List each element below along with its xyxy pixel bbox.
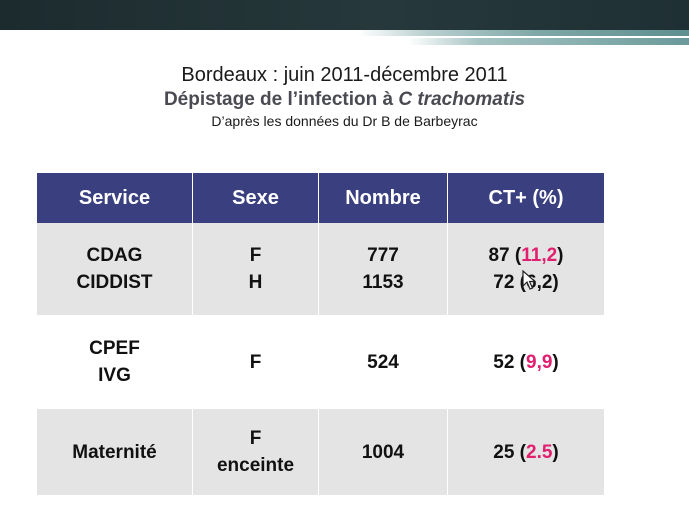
header-service: Service	[37, 173, 193, 223]
service-label: CIDDIST	[76, 272, 153, 293]
ct-paren: (	[509, 245, 522, 266]
sexe-value: H	[248, 272, 263, 293]
ct-paren: (	[514, 441, 526, 463]
cell-ct: 52 (9,9)	[447, 317, 604, 407]
ct-paren: (	[514, 351, 526, 373]
service-label: CPEF	[89, 338, 140, 359]
sexe-value: F	[249, 428, 262, 449]
header-nombre: Nombre	[318, 173, 448, 223]
mouse-pointer-icon	[522, 270, 536, 290]
ct-count: 52	[493, 351, 515, 373]
header-ct: CT+ (%)	[447, 173, 604, 223]
header-sexe: Sexe	[192, 173, 319, 223]
sexe-value: F	[249, 245, 262, 266]
cell-ct: 87 (11,2) 72 (6,2)	[447, 223, 604, 315]
sexe-value: F	[249, 351, 262, 373]
sexe-value: enceinte	[216, 455, 295, 476]
ct-value: 87 (11,2)	[448, 242, 604, 269]
nombre-value: 1004	[361, 441, 405, 463]
subtitle-organism: C trachomatis	[398, 89, 526, 110]
service-label: IVG	[98, 365, 131, 386]
cell-ct: 25 (2.5)	[447, 409, 604, 495]
table-row: CDAG CIDDIST F H 777 1153 87 (11,2) 72 (…	[37, 223, 604, 315]
cell-sexe: F H	[192, 223, 319, 315]
ct-value: 52 (9,9)	[448, 349, 604, 376]
nombre-value: 524	[367, 351, 399, 373]
cell-sexe: F	[192, 317, 319, 407]
table-row: Maternité F enceinte 1004 25 (2.5)	[37, 409, 604, 495]
ct-paren: )	[552, 441, 559, 463]
ct-count: 72	[493, 272, 515, 293]
cell-sexe: F enceinte	[192, 409, 319, 495]
subtitle-text: Dépistage de l’infection à	[163, 89, 399, 110]
ct-percent: 11,2	[521, 245, 558, 266]
cell-service: CDAG CIDDIST	[37, 223, 193, 315]
slide-title: Bordeaux : juin 2011-décembre 2011	[181, 64, 508, 86]
ct-count: 25	[493, 441, 515, 463]
top-band	[0, 0, 689, 30]
ct-paren: )	[552, 272, 559, 293]
cell-service: CPEF IVG	[37, 317, 193, 407]
table-row: CPEF IVG F 524 52 (9,9)	[37, 317, 604, 407]
decorative-stripe	[0, 30, 689, 36]
decorative-stripe-accent	[408, 38, 689, 45]
ct-percent: 2.5	[526, 441, 553, 463]
service-label: CDAG	[86, 245, 143, 266]
slide-subtitle: Dépistage de l’infection à C trachomatis	[0, 88, 689, 112]
ct-count: 87	[488, 245, 510, 266]
slide-titles: Bordeaux : juin 2011-décembre 2011 Dépis…	[0, 62, 689, 130]
ct-value: 25 (2.5)	[448, 439, 604, 466]
ct-paren: )	[552, 351, 559, 373]
ct-paren: )	[557, 245, 564, 266]
nombre-value: 1153	[362, 272, 404, 293]
service-label: Maternité	[72, 441, 157, 463]
table-header-row: Service Sexe Nombre CT+ (%)	[37, 173, 604, 223]
row-gap	[37, 407, 604, 409]
cell-service: Maternité	[37, 409, 193, 495]
nombre-value: 777	[367, 245, 399, 266]
cell-nombre: 524	[318, 317, 448, 407]
slide-source: D’après les données du Dr B de Barbeyrac	[211, 113, 478, 129]
cell-nombre: 1004	[318, 409, 448, 495]
ct-percent: 9,9	[526, 351, 553, 373]
screening-table: Service Sexe Nombre CT+ (%) CDAG CIDDIST…	[37, 173, 604, 495]
row-gap	[37, 315, 604, 317]
cell-nombre: 777 1153	[318, 223, 448, 315]
